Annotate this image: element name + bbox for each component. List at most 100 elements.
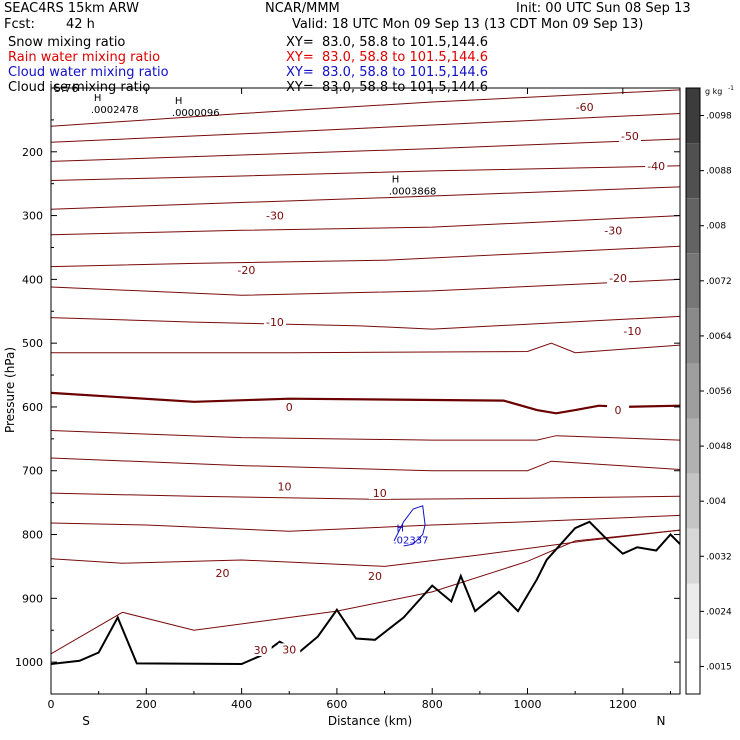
colorbar-segment — [686, 583, 700, 639]
colorbar-segment — [686, 253, 700, 309]
contour-label: 20 — [216, 567, 230, 580]
colorbar-segment — [686, 473, 700, 529]
contour-label: -10 — [623, 325, 641, 338]
max-value: .0000096 — [172, 108, 220, 119]
contour-label-bg — [249, 643, 272, 656]
contour-label-bg — [368, 487, 391, 500]
colorbar-label: .0024 — [706, 607, 732, 617]
contour-label-bg — [278, 400, 301, 413]
x-endpoint-left: S — [82, 714, 90, 728]
contour-label-bg — [364, 569, 387, 582]
valid-time: Valid: 18 UTC Mon 09 Sep 13 (13 CDT Mon … — [292, 17, 644, 32]
isotherm-line — [51, 278, 680, 296]
forecast-value: 42 h — [66, 17, 95, 32]
forecast-label: Fcst: — [4, 17, 35, 32]
contour-label-bg — [211, 566, 234, 579]
isotherm-line — [51, 315, 680, 330]
isotherm-line — [51, 186, 680, 210]
x-tick-label: 1000 — [514, 698, 542, 711]
colorbar-label: .004 — [706, 497, 726, 507]
contour-label: 10 — [373, 487, 387, 500]
colorbar-label: .0072 — [706, 277, 732, 287]
init-time: Init: 00 UTC Sun 08 Sep 13 — [516, 1, 691, 16]
max-value: .02337 — [393, 536, 428, 547]
contour-label: -50 — [621, 130, 639, 143]
contour-label-bg — [263, 316, 286, 329]
isotherm-line — [51, 89, 680, 127]
y-axis-label: Pressure (hPa) — [3, 347, 17, 433]
contour-label: 0 — [286, 401, 293, 414]
contour-label-bg — [607, 272, 630, 285]
contour-label: 30 — [282, 643, 296, 656]
isotherm-line — [51, 529, 680, 567]
contour-label: -20 — [609, 272, 627, 285]
y-tick-label: 1000 — [15, 656, 43, 669]
contour-label: 20 — [368, 570, 382, 583]
contour-label-bg — [278, 643, 301, 656]
contour-label-bg — [273, 480, 296, 493]
isotherm-line — [51, 245, 680, 268]
field-snow-name: Snow mixing ratio — [8, 35, 126, 50]
colorbar-segment — [686, 143, 700, 199]
x-tick-label: 0 — [48, 698, 55, 711]
contour-label: -30 — [604, 224, 622, 237]
contour-label-bg — [263, 209, 286, 222]
contour-label-bg — [607, 404, 630, 417]
isotherm-line — [51, 342, 680, 354]
y-tick-label: 500 — [22, 337, 43, 350]
colorbar-label: .0098 — [706, 112, 732, 122]
max-marker: H — [392, 175, 400, 186]
contour-label-bg — [235, 263, 258, 276]
field-rain-xy: XY= 83.0, 58.8 to 101.5,144.6 — [286, 50, 489, 65]
colorbar-segment — [686, 363, 700, 419]
colorbar-label: .008 — [706, 222, 726, 232]
contour-label: -40 — [647, 160, 665, 173]
model-title: SEAC4RS 15km ARW — [4, 1, 140, 16]
contour-label-bg — [602, 224, 625, 237]
x-endpoint-right: N — [657, 714, 666, 728]
colorbar-label: .0015 — [706, 662, 732, 672]
contour-label: -10 — [266, 316, 284, 329]
isotherm-line — [51, 492, 680, 500]
contour-label-bg — [645, 159, 668, 172]
max-value: .0002478 — [91, 105, 139, 116]
y-tick-label: 300 — [22, 210, 43, 223]
terrain-line — [51, 520, 680, 666]
contour-label: -60 — [576, 101, 594, 114]
x-tick-label: 400 — [231, 698, 252, 711]
colorbar-label: .0048 — [706, 442, 732, 452]
field-cloudice-name: Cloud ice mixing ratio — [8, 80, 151, 95]
isotherm-line — [51, 113, 680, 143]
x-axis-label: Distance (km) — [328, 714, 412, 728]
center-title: NCAR/MMM — [265, 1, 340, 16]
max-marker: H — [396, 524, 404, 535]
contour-label-bg — [621, 325, 644, 338]
max-marker: H — [175, 96, 183, 107]
contour-label-bg — [573, 101, 596, 114]
x-tick-label: 800 — [422, 698, 443, 711]
isotherm-line — [51, 215, 680, 236]
colorbar-label: .0088 — [706, 167, 732, 177]
colorbar-label: .0064 — [706, 332, 732, 342]
field-cloudwater-xy: XY= 83.0, 58.8 to 101.5,144.6 — [286, 65, 489, 80]
colorbar-segment — [686, 308, 700, 364]
isotherm-line — [51, 457, 680, 472]
field-rain-name: Rain water mixing ratio — [8, 50, 161, 65]
isotherm-line — [51, 514, 680, 532]
colorbar-label: .0056 — [706, 387, 732, 397]
contour-label: 10 — [277, 481, 291, 494]
colorbar-segment — [686, 528, 700, 584]
contour-label: -30 — [266, 210, 284, 223]
contour-label: 30 — [254, 644, 268, 657]
y-tick-label: 700 — [22, 465, 43, 478]
isotherm-line — [51, 430, 680, 441]
colorbar-segment — [686, 418, 700, 474]
y-tick-label: 200 — [22, 146, 43, 159]
colorbar-frame — [685, 87, 701, 695]
contour-label: 0 — [615, 404, 622, 417]
x-tick-label: 1200 — [609, 698, 637, 711]
isotherm-line — [51, 529, 680, 655]
x-tick-label: 600 — [326, 698, 347, 711]
plot-frame — [50, 87, 681, 695]
